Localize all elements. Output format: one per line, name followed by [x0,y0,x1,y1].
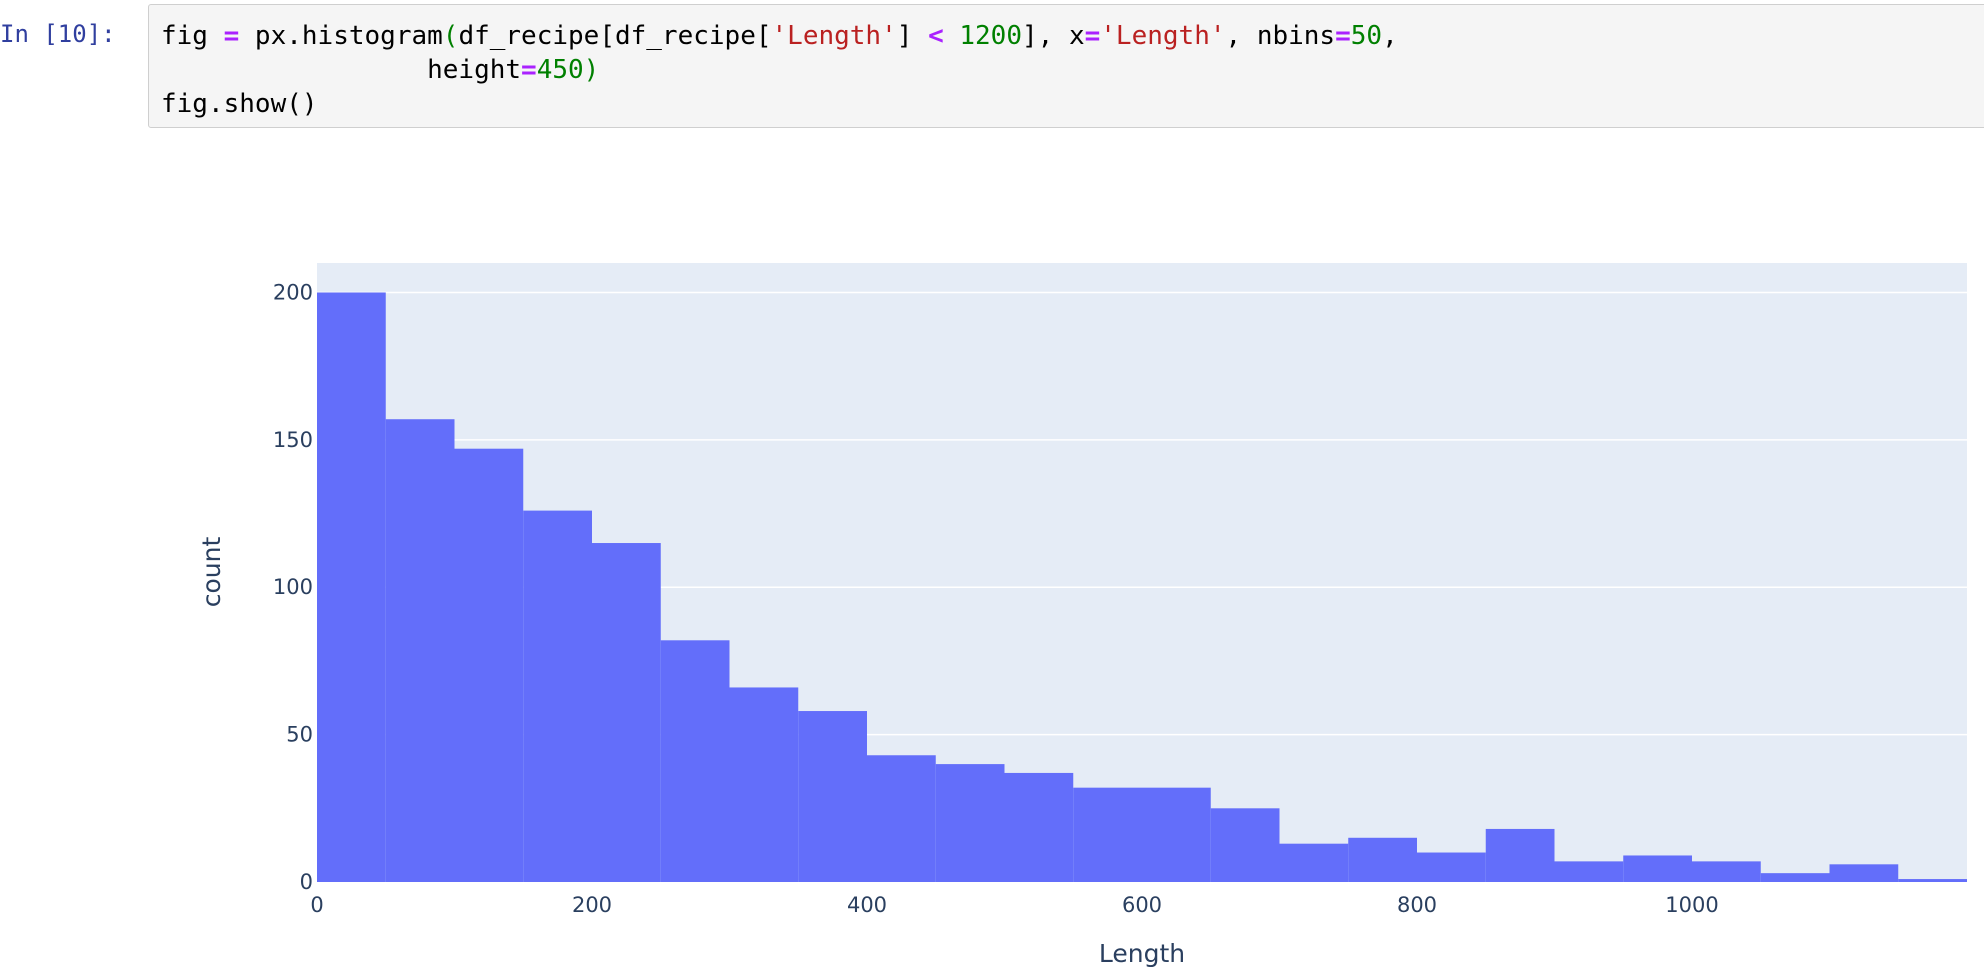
code-token: = [521,55,537,85]
code-token: = [1335,21,1351,51]
histogram-bar[interactable] [1004,772,1074,882]
x-tick-label: 0 [310,893,323,917]
histogram-bar[interactable] [1142,787,1211,882]
histogram-bar[interactable] [1692,861,1761,882]
histogram-bar[interactable] [1623,855,1692,882]
histogram-bar[interactable] [1829,864,1899,882]
y-tick-label: 50 [286,723,313,747]
code-token: ] [896,21,929,51]
histogram-bar[interactable] [1073,787,1142,882]
x-axis-title: Length [1099,939,1185,968]
histogram-bar[interactable] [729,687,799,882]
histogram-bar[interactable] [317,292,386,882]
code-token: ( [442,21,459,51]
code-token: df_recipe[df_recipe[ [458,21,772,51]
code-token: 1200 [959,21,1022,51]
code-token: , nbins [1225,21,1336,51]
x-tick-labels: 0 200 400 600 800 1000 [310,893,1718,917]
code-token: px.histogram [239,21,443,51]
code-editor[interactable]: fig = px.histogram(df_recipe[df_recipe['… [161,19,1398,121]
code-token: fig [161,21,224,51]
histogram-bar[interactable] [1760,873,1830,882]
histogram-bar[interactable] [867,755,936,882]
code-token: < [928,21,944,51]
histogram-bar[interactable] [1898,879,1967,882]
x-tick-label: 200 [572,893,612,917]
histogram-bar[interactable] [1417,852,1486,882]
histogram-bar[interactable] [1348,837,1417,882]
y-tick-labels: 0 50 100 150 200 [273,280,313,894]
code-token: 50 [1350,21,1383,51]
histogram-bar[interactable] [660,640,730,882]
x-tick-label: 1000 [1665,893,1718,917]
y-axis-title: count [197,537,226,608]
histogram-bar[interactable] [798,711,867,882]
histogram-bar[interactable] [1485,828,1555,882]
histogram-bar[interactable] [385,419,455,882]
histogram-bar[interactable] [523,510,592,882]
code-token: height [161,55,522,85]
y-tick-label: 150 [273,428,313,452]
code-token: ) [583,55,600,85]
cell-prompt: In [10]: [0,20,116,48]
code-token: , [1382,21,1398,51]
code-token: ], x [1022,21,1085,51]
histogram-bar[interactable] [454,448,524,882]
code-token: = [1084,21,1101,51]
x-tick-label: 600 [1122,893,1162,917]
code-token: 'Length' [1100,21,1226,51]
code-token: 'Length' [771,21,897,51]
x-tick-label: 400 [847,893,887,917]
x-tick-label: 800 [1397,893,1437,917]
histogram-bar[interactable] [592,543,661,882]
histogram-bar[interactable] [1210,808,1280,882]
histogram-bar[interactable] [1554,861,1624,882]
y-tick-label: 0 [300,870,313,894]
code-token: 450 [536,55,584,85]
code-cell[interactable]: fig = px.histogram(df_recipe[df_recipe['… [148,4,1984,128]
y-tick-label: 200 [273,280,313,304]
bars [317,292,1967,882]
code-token: fig.show() [161,89,318,119]
code-token: = [223,21,240,51]
histogram-bar[interactable] [935,764,1005,882]
y-tick-label: 100 [273,575,313,599]
histogram-bar[interactable] [1279,843,1349,882]
